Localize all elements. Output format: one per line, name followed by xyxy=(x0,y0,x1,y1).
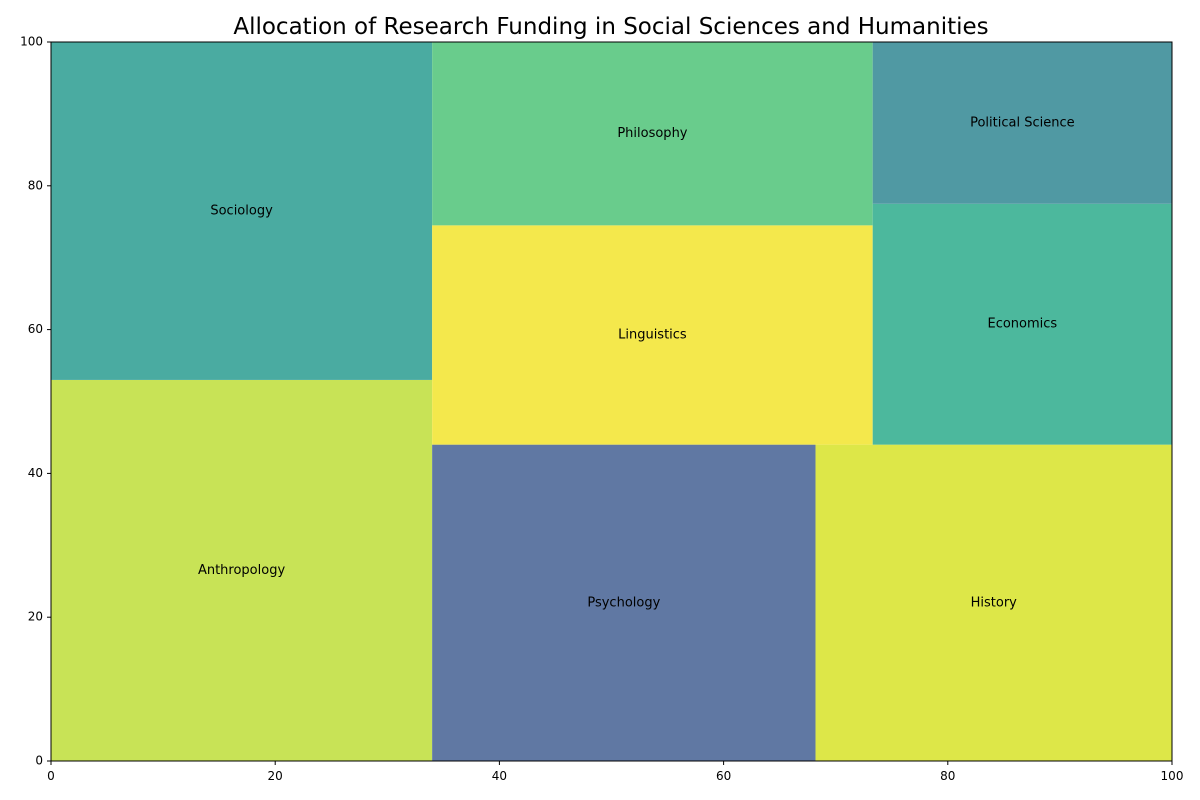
x-tick-label: 0 xyxy=(47,769,55,783)
axes: 0 20 40 60 80 100 0 20 40 60 80 100 xyxy=(20,35,1183,784)
y-tick-label: 100 xyxy=(20,35,43,49)
treemap-rects: Anthropology Sociology Psychology History Li… xyxy=(51,42,1172,761)
treemap-label-history: History xyxy=(971,595,1018,610)
x-tick-label: 60 xyxy=(716,769,731,783)
treemap-label-linguistics: Linguistics xyxy=(618,327,687,342)
treemap-rect-economics xyxy=(872,203,1172,445)
x-tick-label: 100 xyxy=(1161,769,1184,783)
chart-title: Allocation of Research Funding in Social… xyxy=(233,14,988,40)
treemap-label-economics: Economics xyxy=(987,317,1057,332)
x-tick-label: 80 xyxy=(940,769,955,783)
x-tick-label: 20 xyxy=(268,769,283,783)
axes-frame xyxy=(50,41,1173,762)
treemap-label-psychology: Psychology xyxy=(587,595,660,610)
treemap-label-sociology: Sociology xyxy=(210,203,273,218)
treemap-label-political-science: Political Science xyxy=(970,115,1075,130)
y-tick-label: 60 xyxy=(28,322,43,336)
treemap-label-anthropology: Anthropology xyxy=(198,563,286,578)
y-tick-label: 0 xyxy=(35,754,43,768)
treemap-label-philosophy: Philosophy xyxy=(617,126,687,141)
treemap-rect-psychology xyxy=(432,444,816,761)
treemap-rect-history xyxy=(815,444,1172,761)
y-tick-label: 20 xyxy=(28,610,43,624)
y-tick-label: 40 xyxy=(28,466,43,480)
treemap-rect-anthropology xyxy=(51,379,433,761)
treemap-rect-political-science xyxy=(872,42,1172,204)
y-tick-label: 80 xyxy=(28,178,43,192)
treemap-rect-sociology xyxy=(51,42,433,380)
x-tick-label: 40 xyxy=(492,769,507,783)
treemap-rect-linguistics xyxy=(432,225,873,445)
treemap-rect-philosophy xyxy=(432,42,873,226)
